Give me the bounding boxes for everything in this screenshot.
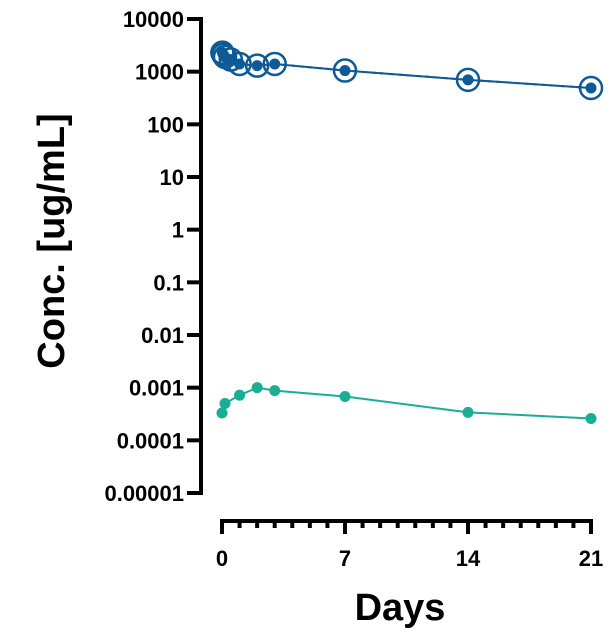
series-layer bbox=[210, 40, 604, 424]
data-point bbox=[219, 398, 231, 410]
data-point-ring bbox=[244, 53, 270, 78]
x-tick-label: 21 bbox=[579, 546, 603, 571]
y-tick-label: 0.0001 bbox=[117, 428, 184, 453]
data-point bbox=[216, 407, 228, 419]
series-line bbox=[221, 52, 592, 89]
data-point bbox=[462, 406, 474, 418]
data-point bbox=[585, 412, 597, 424]
y-tick-label: 0.001 bbox=[129, 376, 184, 401]
y-tick-label: 10 bbox=[160, 165, 184, 190]
data-point-ring bbox=[455, 67, 481, 93]
y-axis: 10000 1000 100 10 1 0.1 0.01 0.001 0.0001 0.00001 bbox=[104, 7, 203, 506]
data-point-ring bbox=[578, 75, 604, 101]
data-point bbox=[339, 390, 351, 402]
data-point bbox=[269, 385, 281, 397]
y-tick-label: 0.01 bbox=[141, 323, 184, 348]
data-point bbox=[462, 74, 474, 86]
data-point-ring bbox=[227, 51, 252, 77]
x-tick-label: 14 bbox=[456, 546, 481, 571]
x-tick-label: 0 bbox=[216, 546, 228, 571]
series-line bbox=[221, 52, 592, 89]
data-point bbox=[251, 382, 263, 394]
y-tick-label: 10000 bbox=[123, 7, 184, 32]
x-tick-label: 7 bbox=[339, 546, 351, 571]
y-tick-label: 1000 bbox=[135, 60, 184, 85]
y-axis-title: Conc. [ug/mL] bbox=[31, 113, 73, 368]
x-axis-title: Days bbox=[355, 587, 446, 629]
y-tick-label: 100 bbox=[147, 112, 184, 137]
data-point-ring bbox=[262, 51, 287, 77]
x-axis: 0 7 14 21 bbox=[216, 519, 603, 571]
data-point bbox=[234, 389, 246, 401]
y-tick-label: 0.00001 bbox=[104, 481, 184, 506]
y-tick-label: 1 bbox=[172, 218, 184, 243]
y-tick-label: 0.1 bbox=[153, 270, 184, 295]
data-point-ring bbox=[332, 58, 358, 83]
